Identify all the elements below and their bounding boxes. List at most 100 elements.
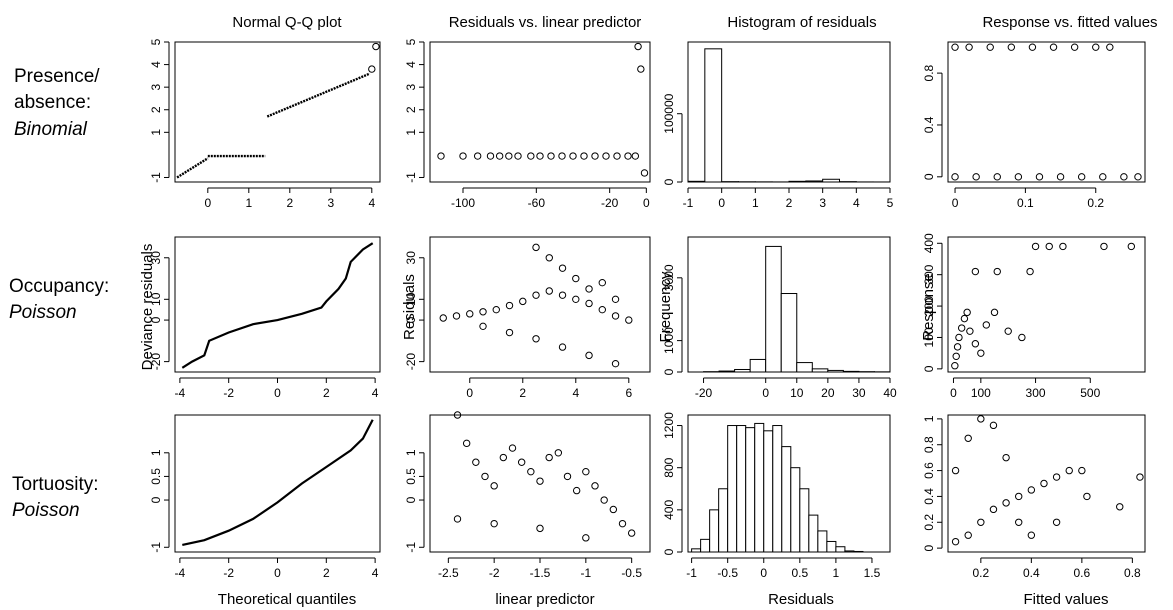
data-point: [951, 537, 960, 546]
y-tick-label: 0: [404, 316, 418, 323]
data-point: [499, 453, 508, 462]
data-point: [600, 496, 608, 504]
x-tick-label: 4: [372, 386, 379, 400]
data-point: [479, 322, 487, 331]
histogram-bar: [805, 180, 824, 183]
x-tick-label: -1: [686, 566, 697, 580]
x-tick-label: -2: [223, 386, 234, 400]
x-tick-label: 0.4: [1023, 566, 1040, 580]
x-tick-label: 2: [323, 566, 330, 580]
histogram-bar: [763, 430, 774, 553]
x-tick-label: 4: [853, 196, 860, 210]
y-tick-label: 1: [404, 449, 418, 456]
data-point: [462, 439, 471, 448]
x-tick-label: 0.8: [1124, 566, 1141, 580]
histogram-bar: [827, 369, 844, 373]
panel-qq-tortuosity: -4 -2 0 2 4 -1 0 0.5 1: [149, 414, 381, 580]
data-point: [472, 458, 480, 466]
data-point: [953, 343, 962, 351]
x-tick-label: -4: [175, 566, 186, 580]
data-point: [554, 449, 563, 457]
data-point: [1035, 173, 1044, 181]
panel-resid-lp-occupancy: 0 2 4 6 -20 0 10 30: [404, 236, 651, 400]
y-tick-label: 1200: [662, 412, 676, 439]
y-tick-label: 4: [404, 61, 418, 68]
data-point: [977, 349, 985, 357]
data-point: [989, 505, 998, 514]
data-point: [490, 519, 498, 528]
data-point: [490, 482, 498, 490]
x-tick-label: 10: [790, 386, 804, 400]
x-tick-label: 2: [323, 386, 330, 400]
data-point: [977, 518, 985, 526]
x-tick-label: 0.2: [972, 566, 989, 580]
x-tick-label: 0.6: [1074, 566, 1091, 580]
data-point: [1004, 327, 1012, 335]
x-tick-label: -100: [451, 196, 475, 210]
data-point: [1018, 333, 1026, 342]
x-tick-label: 4: [368, 196, 375, 210]
data-point: [508, 444, 517, 452]
qq-point-curve: [181, 242, 374, 369]
x-tick-label: 20: [821, 386, 835, 400]
panel-frame: [947, 414, 1146, 553]
x-tick-label: 4: [372, 566, 379, 580]
data-point: [1052, 473, 1061, 481]
data-point: [955, 333, 963, 342]
panel-frame: [947, 236, 1146, 373]
data-point: [582, 534, 590, 542]
y-tick-label: 0: [662, 178, 676, 185]
data-point: [1056, 173, 1065, 181]
x-tick-label: 1: [833, 566, 840, 580]
x-axis-label: linear predictor: [495, 591, 594, 608]
panel-frame: [429, 414, 651, 553]
x-tick-label: 0: [718, 196, 725, 210]
histogram-bar: [808, 514, 819, 553]
y-tick-label: -20: [149, 353, 163, 371]
data-point: [631, 152, 640, 160]
data-point: [547, 152, 555, 160]
x-tick-label: -1.5: [530, 566, 551, 580]
y-tick-label: 30: [404, 251, 418, 265]
data-point: [585, 299, 593, 308]
data-point: [1027, 486, 1036, 494]
data-point: [1077, 173, 1086, 181]
data-point: [536, 524, 544, 533]
x-tick-label: -60: [528, 196, 546, 210]
data-point: [536, 152, 544, 160]
x-tick-label: 0: [950, 386, 957, 400]
y-tick-label: 10: [404, 292, 418, 306]
histogram-bar: [796, 362, 813, 373]
histogram-bar: [822, 178, 841, 183]
data-point: [1092, 43, 1100, 51]
data-point: [453, 515, 462, 523]
panel-frame: [174, 236, 381, 373]
y-tick-label: 0.8: [922, 436, 936, 453]
x-tick-label: -2: [223, 566, 234, 580]
row-label-line1: Tortuosity:: [12, 474, 99, 495]
data-point: [611, 312, 620, 320]
x-tick-label: 0.1: [1017, 196, 1034, 210]
histogram-bar: [709, 509, 720, 553]
data-point: [1045, 242, 1053, 251]
data-point: [439, 314, 447, 322]
data-point: [1015, 518, 1023, 526]
y-tick-label: 0: [662, 368, 676, 375]
histogram-bar: [749, 358, 767, 373]
histogram-bar: [700, 538, 711, 553]
x-tick-label: -1: [580, 566, 591, 580]
x-tick-label: 100: [971, 386, 991, 400]
y-tick-label: -1: [149, 172, 163, 183]
data-point: [1127, 242, 1136, 251]
data-point: [572, 486, 581, 495]
data-point: [598, 278, 606, 287]
y-tick-label: 100000: [662, 93, 676, 133]
y-tick-label: 100: [922, 327, 936, 347]
panel-resid-lp-tortuosity: -2.5 -2 -1.5 -1 -0.5 -1 0 0.5 1: [404, 411, 651, 580]
qq-point-run: [176, 157, 209, 179]
x-tick-label: 0.5: [791, 566, 808, 580]
data-point: [1015, 492, 1023, 501]
data-point: [609, 505, 618, 514]
x-axis-label: Theoretical quantiles: [218, 591, 356, 608]
y-tick-label: 0: [149, 316, 163, 323]
